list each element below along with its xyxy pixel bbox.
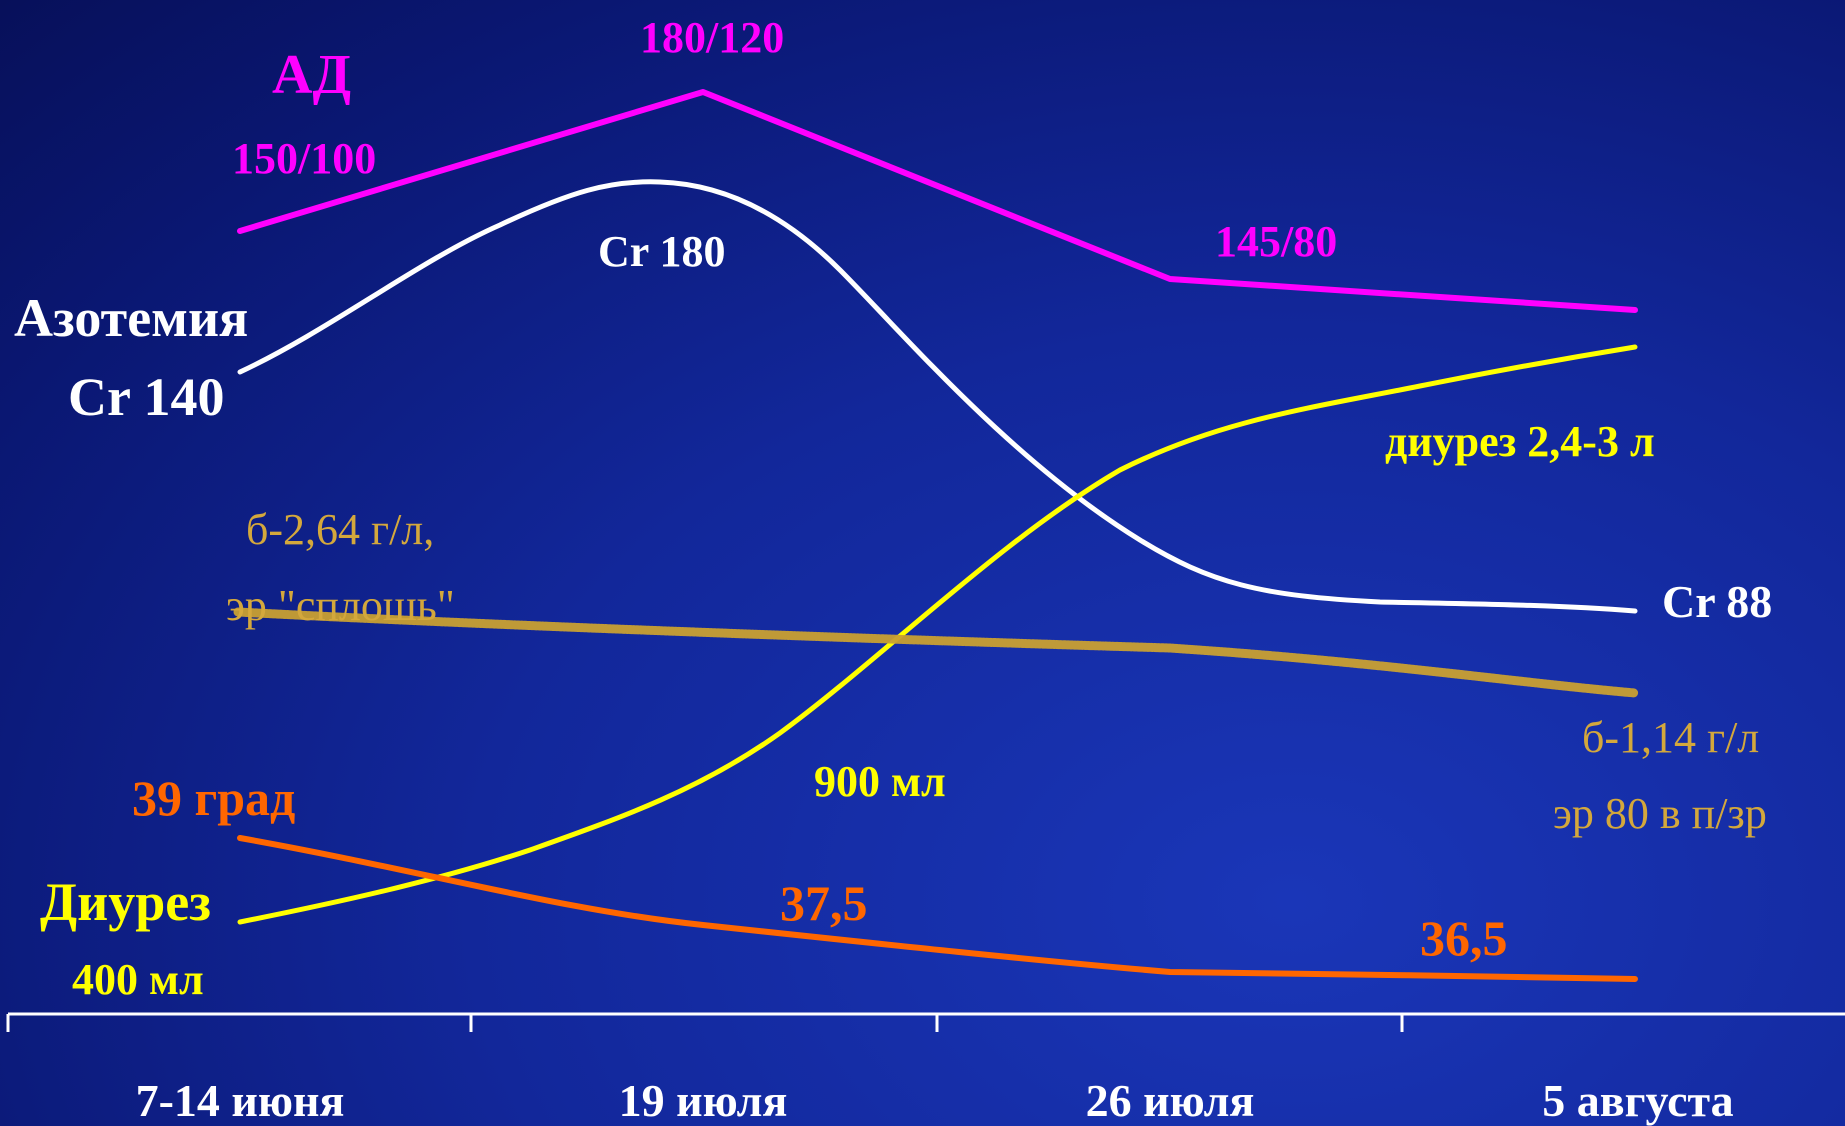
creatinine-series-line — [237, 179, 1638, 614]
temp-start-label: 39 град — [132, 770, 295, 826]
diuresis-series-line — [237, 344, 1638, 925]
series-lines — [233, 89, 1640, 982]
temp-mid-label: 37,5 — [780, 875, 868, 931]
cr-peak-label: Cr 180 — [598, 227, 726, 276]
temp-end-label: 36,5 — [1420, 910, 1508, 966]
protein-start-label-1: б-2,64 г/л, — [246, 505, 434, 554]
bp-peak-label: 180/120 — [640, 13, 784, 62]
bp-mid-label: 145/80 — [1215, 217, 1337, 266]
temperature-series-line — [237, 835, 1638, 982]
x-axis-labels: 7-14 июня 19 июля 26 июля 5 августа — [136, 1075, 1734, 1126]
cr-end-label: Cr 88 — [1662, 576, 1772, 627]
diuresis-title: Диурез — [40, 872, 211, 932]
x-axis-ticks — [6, 1014, 1404, 1032]
protein-start-label-2: эр "сплошь" — [226, 581, 455, 630]
x-tick-label: 26 июля — [1086, 1075, 1255, 1126]
cr-start-label: Cr 140 — [68, 367, 225, 427]
bp-series-title: АД — [272, 44, 351, 106]
bp-start-label: 150/100 — [232, 134, 376, 183]
protein-end-label-2: эр 80 в п/зр — [1553, 789, 1767, 838]
diuresis-end-label: диурез 2,4-3 л — [1385, 417, 1655, 466]
diuresis-start-label: 400 мл — [72, 955, 204, 1004]
azotemia-title: Азотемия — [14, 288, 248, 348]
x-tick-label: 7-14 июня — [136, 1075, 345, 1126]
protein-end-label-1: б-1,14 г/л — [1582, 713, 1759, 762]
bp-series-line — [237, 89, 1638, 313]
x-tick-label: 19 июля — [619, 1075, 788, 1126]
diuresis-mid-label: 900 мл — [814, 757, 946, 806]
proteinuria-series-line — [233, 607, 1640, 698]
x-tick-label: 5 августа — [1542, 1075, 1733, 1126]
